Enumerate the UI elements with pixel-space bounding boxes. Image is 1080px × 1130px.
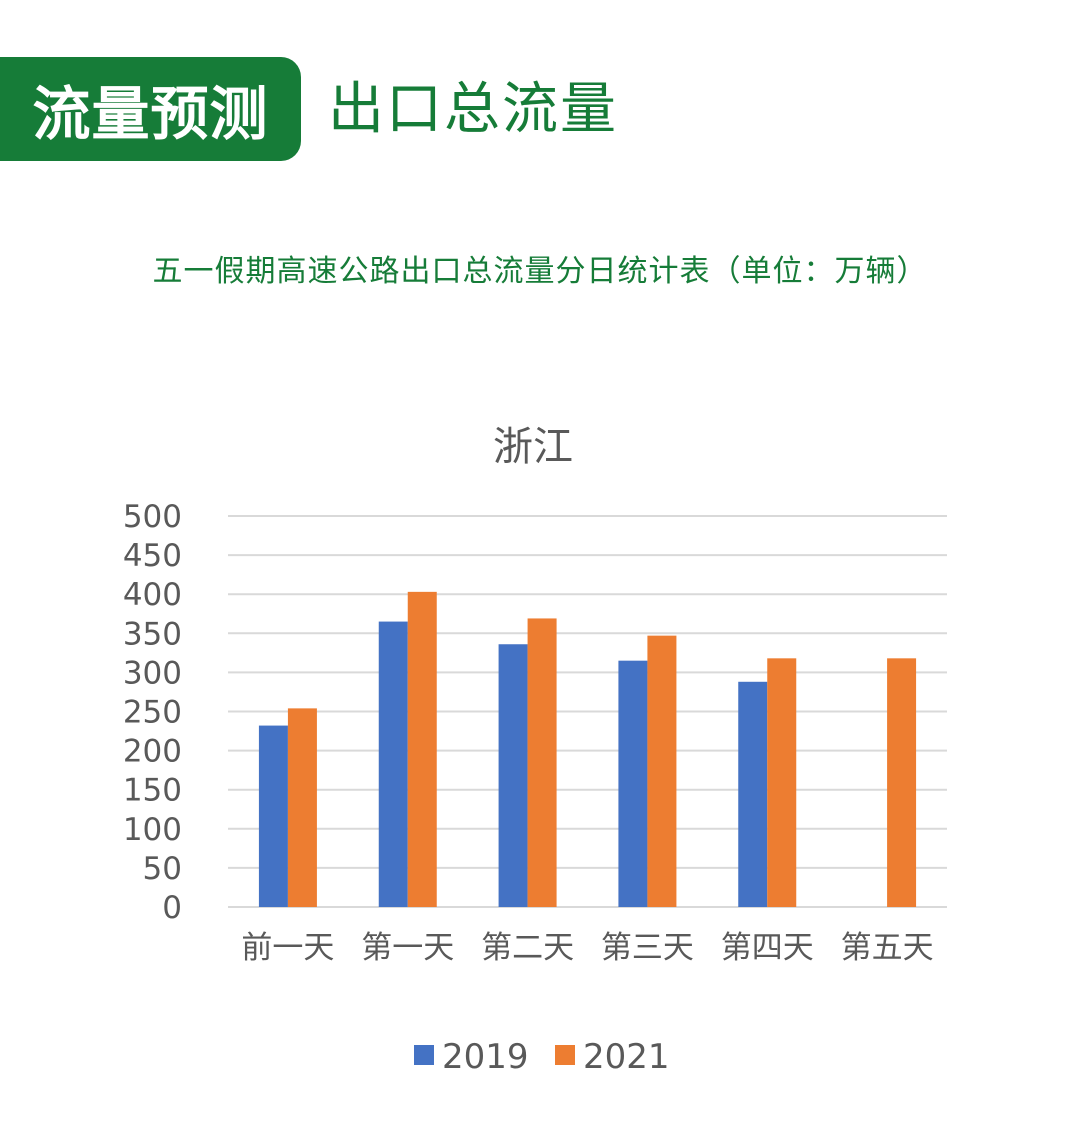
chart-title: 浙江 <box>493 424 573 470</box>
y-tick-label: 0 <box>162 890 182 926</box>
page-title: 出口总流量 <box>328 77 618 142</box>
bar-2019-1 <box>378 621 408 907</box>
section-badge: 流量预测 <box>0 57 301 161</box>
legend-swatch-2021 <box>555 1045 575 1065</box>
legend-swatch-2019 <box>414 1045 434 1065</box>
y-tick-label: 300 <box>123 655 182 691</box>
x-tick-label: 第一天 <box>361 930 454 966</box>
bar-2021-1 <box>407 591 437 907</box>
section-badge-label: 流量预测 <box>32 80 269 148</box>
x-tick-label: 前一天 <box>241 930 334 966</box>
bar-2021-2 <box>527 618 557 907</box>
bar-2021-4 <box>767 658 797 907</box>
y-tick-label: 50 <box>143 851 182 887</box>
y-tick-label: 400 <box>123 577 182 613</box>
y-tick-label: 450 <box>123 538 182 574</box>
bar-2019-0 <box>258 725 288 907</box>
x-tick-label: 第四天 <box>721 930 814 966</box>
y-tick-label: 200 <box>123 734 182 770</box>
bar-2021-3 <box>647 635 677 907</box>
chart-subtitle: 五一假期高速公路出口总流量分日统计表（单位：万辆） <box>152 254 928 289</box>
y-tick-label: 500 <box>123 499 182 535</box>
legend-label-2019: 2019 <box>442 1037 529 1077</box>
x-tick-label: 第三天 <box>601 930 694 966</box>
bar-2021-5 <box>887 658 917 907</box>
y-tick-label: 150 <box>123 773 182 809</box>
bar-2019-4 <box>738 681 768 907</box>
x-tick-label: 第五天 <box>841 930 934 966</box>
y-tick-label: 250 <box>123 695 182 731</box>
bar-2019-3 <box>618 660 648 907</box>
x-tick-label: 第二天 <box>481 930 574 966</box>
bar-2021-0 <box>287 708 317 907</box>
y-tick-label: 100 <box>123 812 182 848</box>
bar-2019-2 <box>498 644 528 907</box>
legend-label-2021: 2021 <box>583 1037 670 1077</box>
y-tick-label: 350 <box>123 616 182 652</box>
